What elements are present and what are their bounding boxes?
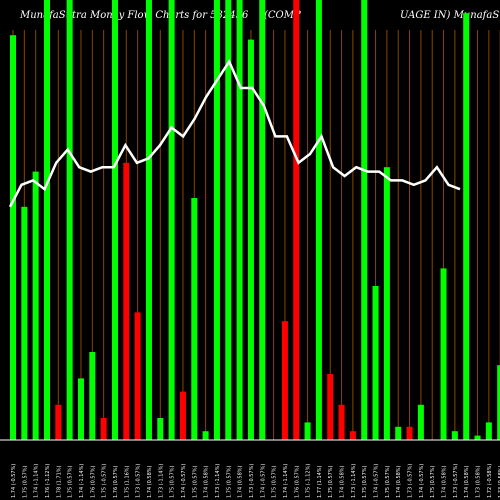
x-tick-label: 1.75 (-0.57%) bbox=[102, 464, 108, 498]
volume-bar bbox=[157, 418, 164, 440]
x-tick-label: 1.76 (0.57%) bbox=[294, 465, 300, 498]
volume-bar bbox=[134, 312, 141, 440]
x-tick-label: 1.74 (-0.57%) bbox=[374, 464, 380, 498]
x-tick-label: 1.74 (-0.57%) bbox=[11, 464, 17, 498]
x-tick-label: 1.75 (0.57%) bbox=[430, 465, 436, 498]
x-tick-label: 1.74 (0.58%) bbox=[147, 465, 153, 498]
volume-bar bbox=[21, 206, 28, 440]
x-tick-label: 1.74 (-1.14%) bbox=[34, 464, 40, 498]
chart-title: MunafaSutra Money Flow Charts for 532456… bbox=[0, 10, 500, 26]
volume-bar bbox=[281, 321, 288, 440]
volume-bar bbox=[43, 0, 50, 440]
x-tick-label: 1.75 (1.16%) bbox=[124, 465, 130, 498]
money-flow-line bbox=[8, 58, 461, 208]
x-tick-label: 1.73 (-0.57%) bbox=[136, 464, 142, 498]
x-tick-label: 1.75 (0.57%) bbox=[170, 465, 176, 498]
volume-bar bbox=[485, 422, 492, 440]
volume-bar bbox=[372, 286, 379, 440]
volume-bar bbox=[145, 0, 152, 440]
volume-bar bbox=[89, 352, 96, 440]
x-tick-label: 1.74 (0.58%) bbox=[204, 465, 210, 498]
volume-bar bbox=[293, 0, 300, 440]
x-tick-label: 1.72 (-0.58%) bbox=[487, 464, 493, 498]
x-tick-label: 1.75 (0.57%) bbox=[385, 465, 391, 498]
x-tick-label: 1.73 (-1.14%) bbox=[215, 464, 221, 498]
volume-bar bbox=[191, 198, 198, 440]
x-tick-label: 1.76 (0.57%) bbox=[113, 465, 119, 498]
chart-title-middle: (COMP bbox=[264, 10, 301, 21]
volume-bar bbox=[361, 0, 368, 440]
volume-bar bbox=[10, 35, 16, 440]
volume-bar bbox=[349, 431, 356, 440]
volume-bar bbox=[417, 404, 424, 440]
volume-bar bbox=[77, 378, 84, 440]
volume-bar bbox=[111, 0, 118, 440]
volume-bar bbox=[338, 404, 345, 440]
x-tick-label: 1.74 (0.58%) bbox=[238, 465, 244, 498]
x-tick-label: 1.73 (0.58%) bbox=[498, 465, 500, 498]
volume-bar bbox=[304, 422, 311, 440]
chart-title-right: UAGE IN) MunafaSutra.com bbox=[400, 10, 500, 21]
volume-bar bbox=[213, 0, 220, 440]
x-tick-label: 1.74 (-1.14%) bbox=[283, 464, 289, 498]
x-tick-label: 1.73 (-0.57%) bbox=[453, 464, 459, 498]
volume-bar bbox=[383, 167, 390, 440]
x-tick-label: 1.74 (0.58%) bbox=[442, 465, 448, 498]
x-tick-label: 1.73 (-1.14%) bbox=[158, 464, 164, 498]
x-tick-label: 1.74 (-0.57%) bbox=[181, 464, 187, 498]
x-tick-label: 1.73 (-0.57%) bbox=[408, 464, 414, 498]
x-tick-label: 1.74 (0.58%) bbox=[464, 465, 470, 498]
x-tick-label: 1.73 (-0.57%) bbox=[249, 464, 255, 498]
x-tick-label: 1.77 (1.14%) bbox=[317, 465, 323, 498]
volume-bar bbox=[463, 13, 470, 440]
x-tick-label: 1.75 (0.57%) bbox=[328, 465, 334, 498]
x-tick-label: 1.74 (0.58%) bbox=[340, 465, 346, 498]
volume-bar bbox=[474, 435, 481, 440]
chart-title-left: MunafaSutra Money Flow Charts for 532456 bbox=[20, 10, 249, 21]
volume-bar bbox=[451, 431, 458, 440]
x-tick-label: 1.78 (1.71%) bbox=[56, 465, 62, 498]
x-tick-label: 1.75 (-1.12%) bbox=[306, 464, 312, 498]
x-tick-label: 1.73 (-1.14%) bbox=[351, 464, 357, 498]
x-tick-label: 1.75 (0.57%) bbox=[362, 465, 368, 498]
volume-bar bbox=[225, 0, 232, 440]
volume-bar bbox=[123, 162, 130, 441]
x-tick-label: 1.74 (0.58%) bbox=[396, 465, 402, 498]
volume-bar bbox=[327, 374, 334, 440]
volume-bar bbox=[406, 426, 413, 440]
volume-bar bbox=[32, 171, 39, 440]
volume-bar bbox=[100, 418, 107, 440]
x-tick-label: 1.75 (0.57%) bbox=[22, 465, 28, 498]
volume-bar bbox=[66, 0, 73, 440]
x-tick-label: 1.73 (0.58%) bbox=[476, 465, 482, 498]
volume-bar bbox=[315, 0, 322, 440]
volume-bar bbox=[247, 39, 254, 440]
x-tick-label: 1.75 (0.57%) bbox=[272, 465, 278, 498]
volume-bar bbox=[202, 431, 209, 440]
volume-bar bbox=[395, 426, 402, 440]
x-tick-label: 1.74 (-1.14%) bbox=[79, 464, 85, 498]
x-tick-label: 1.75 (0.57%) bbox=[192, 465, 198, 498]
x-tick-label: 1.74 (-0.57%) bbox=[419, 464, 425, 498]
volume-bar bbox=[259, 0, 266, 440]
volume-bar bbox=[55, 404, 62, 440]
volume-bar bbox=[179, 391, 186, 440]
volume-bar bbox=[497, 365, 500, 440]
x-tick-label: 1.76 (0.57%) bbox=[90, 465, 96, 498]
x-tick-label: 1.75 (0.57%) bbox=[226, 465, 232, 498]
x-tick-label: 1.76 (-1.12%) bbox=[45, 464, 51, 498]
x-tick-label: 1.75 (0.57%) bbox=[68, 465, 74, 498]
volume-bar bbox=[440, 268, 447, 440]
x-tick-label: 1.74 (-0.57%) bbox=[260, 464, 266, 498]
volume-bar bbox=[236, 0, 243, 440]
volume-bar bbox=[168, 0, 175, 440]
